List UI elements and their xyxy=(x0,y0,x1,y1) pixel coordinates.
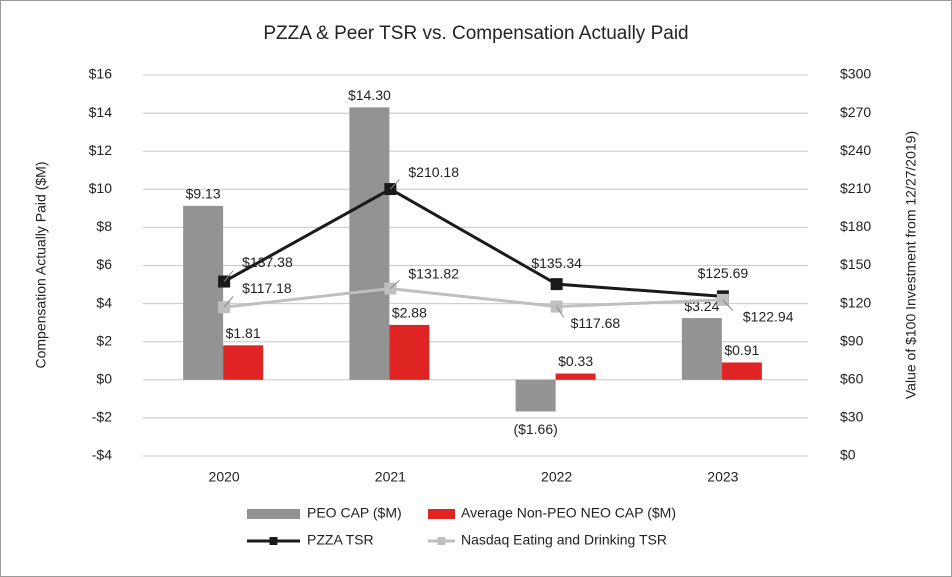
bar xyxy=(721,362,762,380)
y2-tick-label: $120 xyxy=(840,294,871,310)
bar xyxy=(515,379,556,412)
y-axis-label: Compensation Actually Paid ($M) xyxy=(33,162,49,369)
leader-line xyxy=(390,179,400,190)
y2-tick-label: $0 xyxy=(840,447,856,463)
data-label: $14.30 xyxy=(348,87,391,103)
y2-tick-label: $300 xyxy=(840,66,871,82)
data-label: $2.88 xyxy=(392,305,427,321)
bar xyxy=(681,318,722,380)
line xyxy=(223,287,723,309)
line xyxy=(223,187,723,298)
y-tick-label: $14 xyxy=(89,104,113,120)
y-tick-label: $2 xyxy=(96,332,112,348)
data-label: $131.82 xyxy=(408,265,459,281)
x-tick-label: 2023 xyxy=(707,469,738,485)
y-tick-label: $12 xyxy=(89,142,113,158)
data-label: $135.34 xyxy=(531,255,582,271)
bar xyxy=(349,107,390,380)
data-label: $0.33 xyxy=(558,353,593,369)
data-label: $117.18 xyxy=(242,280,292,296)
x-tick-label: 2021 xyxy=(375,469,406,485)
x-tick-label: 2022 xyxy=(541,469,572,485)
chart-title: PZZA & Peer TSR vs. Compensation Actuall… xyxy=(263,23,688,44)
y2-tick-label: $180 xyxy=(840,218,871,234)
bar xyxy=(555,373,596,380)
legend-label: PEO CAP ($M) xyxy=(307,505,402,521)
legend-swatch xyxy=(428,509,455,519)
legend-swatch xyxy=(437,537,446,545)
data-label: $137.38 xyxy=(242,254,293,270)
leader-line xyxy=(390,279,400,289)
y2-tick-label: $30 xyxy=(840,409,864,425)
bar xyxy=(223,345,264,380)
y-tick-label: $6 xyxy=(96,256,112,272)
leader-line xyxy=(223,270,234,282)
y-tick-label: $16 xyxy=(89,66,113,82)
y2-tick-label: $60 xyxy=(840,371,864,387)
y2-tick-label: $210 xyxy=(840,180,871,196)
y2-tick-label: $240 xyxy=(840,142,871,158)
y2-tick-label: $150 xyxy=(840,256,871,272)
data-label: $1.81 xyxy=(226,325,261,341)
y2-tick-label: $90 xyxy=(840,332,864,348)
leader-line xyxy=(223,296,234,308)
data-label: $9.13 xyxy=(186,186,221,202)
data-label: $122.94 xyxy=(743,309,794,325)
data-label: $0.91 xyxy=(724,342,759,358)
y-tick-label: $0 xyxy=(96,371,112,387)
data-label: $125.69 xyxy=(698,265,749,281)
legend-swatch xyxy=(247,509,300,519)
legend-label: PZZA TSR xyxy=(307,532,374,548)
bar xyxy=(183,205,224,380)
data-label: $117.68 xyxy=(571,315,621,331)
leader-line xyxy=(556,306,565,318)
legend-label: Nasdaq Eating and Drinking TSR xyxy=(461,532,667,548)
y-tick-label: $4 xyxy=(96,294,112,310)
y-tick-label: -$4 xyxy=(92,447,112,463)
x-tick-label: 2020 xyxy=(209,469,240,485)
marker xyxy=(550,278,563,291)
leader-line xyxy=(722,299,734,312)
y-tick-label: $8 xyxy=(96,218,112,234)
y-tick-label: -$2 xyxy=(92,409,112,425)
data-label: $210.18 xyxy=(408,164,459,180)
y2-tick-label: $270 xyxy=(840,104,871,120)
legend-swatch xyxy=(269,537,278,545)
y-tick-label: $10 xyxy=(89,180,113,196)
legend-label: Average Non-PEO NEO CAP ($M) xyxy=(461,505,676,521)
data-label: ($1.66) xyxy=(513,421,557,437)
y2-axis-label: Value of $100 Investment from 12/27/2019… xyxy=(903,131,919,399)
bar xyxy=(389,324,430,380)
